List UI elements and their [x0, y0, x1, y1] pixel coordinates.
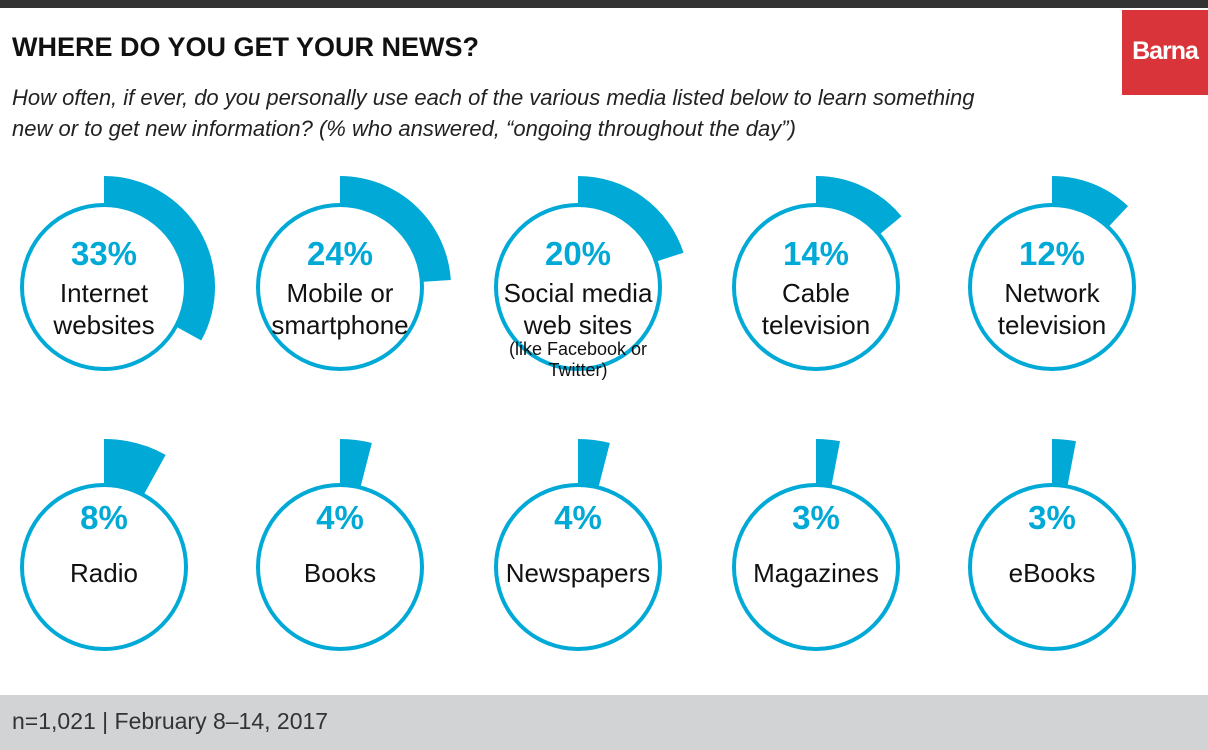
wedge: [1052, 439, 1076, 487]
wedge: [578, 439, 610, 488]
category-label: Mobile or smartphone: [271, 278, 409, 340]
ring: [494, 483, 662, 651]
value-label: 8%: [80, 499, 128, 536]
ring: [968, 483, 1136, 651]
value-label: 3%: [1028, 499, 1076, 536]
category-label: Social media web sites: [503, 278, 653, 340]
wedge: [340, 439, 372, 488]
category-label: Books: [303, 558, 377, 588]
wedge: [340, 176, 451, 282]
category-label: Magazines: [753, 558, 879, 588]
footer-text: n=1,021 | February 8–14, 2017: [12, 708, 329, 734]
footer: n=1,021 | February 8–14, 2017: [0, 695, 1208, 750]
category-label: eBooks: [1008, 558, 1096, 588]
wedge: [1052, 176, 1128, 228]
top-rule: [0, 0, 1208, 8]
value-label: 20%: [544, 235, 612, 272]
wedge: [578, 176, 684, 262]
chart-subtitle: How often, if ever, do you personally us…: [12, 85, 975, 141]
ring: [256, 203, 424, 371]
logo: Barna: [1122, 10, 1208, 95]
category-label: Network television: [997, 278, 1107, 340]
ring: [968, 203, 1136, 371]
category-label: Internet websites: [53, 278, 155, 340]
ring: [732, 203, 900, 371]
value-label: 14%: [782, 235, 850, 272]
chart-title: WHERE DO YOU GET YOUR NEWS?: [12, 32, 480, 62]
category-label: Newspapers: [505, 558, 651, 588]
value-label: 12%: [1018, 235, 1086, 272]
ring: [256, 483, 424, 651]
ring: [494, 203, 662, 371]
category-label: Cable television: [761, 278, 871, 340]
ring: [20, 203, 188, 371]
wedge: [104, 439, 166, 496]
value-label: 4%: [316, 499, 364, 536]
wedge: [816, 439, 840, 487]
wedge: [104, 176, 216, 341]
annotation: (like Facebook or Twitter): [508, 339, 648, 380]
value-label: 4%: [554, 499, 602, 536]
ring: [20, 483, 188, 651]
value-label: 24%: [306, 235, 374, 272]
value-label: 3%: [792, 499, 840, 536]
value-label: 33%: [70, 235, 138, 272]
category-label: Radio: [70, 558, 138, 588]
wedge: [816, 176, 902, 235]
ring: [732, 483, 900, 651]
